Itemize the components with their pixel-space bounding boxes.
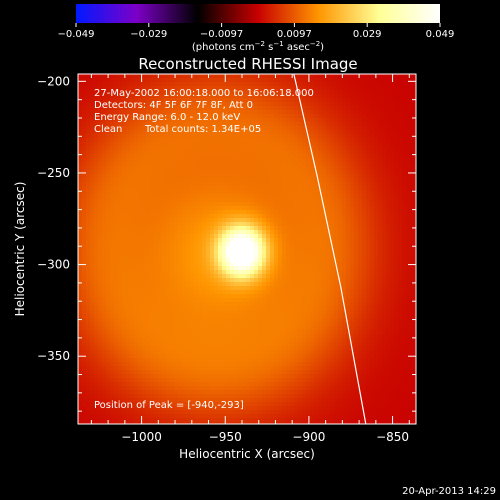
colorbar-tick-label: 0.049 bbox=[426, 29, 455, 40]
colorbar-tick-label: 0.0097 bbox=[277, 29, 312, 40]
solar-limb-curve bbox=[293, 74, 367, 424]
y-tick-label: −350 bbox=[37, 349, 70, 363]
x-tick-label: −850 bbox=[376, 430, 409, 444]
colorbar-tick-label: −0.029 bbox=[130, 29, 167, 40]
x-tick-label: −900 bbox=[292, 430, 325, 444]
annotation-time-range: 27-May-2002 16:00:18.000 to 16:06:18.000 bbox=[94, 88, 314, 99]
annotation-peak-position: Position of Peak = [-940,-293] bbox=[94, 400, 244, 411]
units-mid1: s bbox=[265, 42, 273, 53]
annotation-clean: Clean bbox=[94, 124, 122, 135]
x-tick-label: −950 bbox=[209, 430, 242, 444]
annotation-total-counts: Total counts: 1.34E+05 bbox=[144, 124, 261, 135]
x-axis-label: Heliocentric X (arcsec) bbox=[179, 447, 315, 461]
colorbar-tick-label: 0.029 bbox=[353, 29, 382, 40]
plot-frame bbox=[77, 73, 417, 425]
y-tick-label: −250 bbox=[37, 166, 70, 180]
annotation-detectors: Detectors: 4F 5F 6F 7F 8F, Att 0 bbox=[94, 100, 253, 111]
units-end: ) bbox=[320, 42, 324, 53]
heatmap-image bbox=[78, 74, 416, 424]
colorbar-ticks: −0.049 −0.029 −0.0097 0.0097 0.029 0.049 bbox=[57, 23, 454, 40]
units-mid2: asec bbox=[284, 42, 310, 53]
heatmap-container bbox=[78, 74, 416, 424]
annotation-energy-range: Energy Range: 6.0 - 12.0 keV bbox=[94, 112, 240, 123]
chart-title: Reconstructed RHESSI Image bbox=[138, 55, 357, 73]
units-base: (photons cm bbox=[192, 42, 255, 53]
x-tick-label: −1000 bbox=[121, 430, 162, 444]
units-sup2: −1 bbox=[273, 40, 283, 48]
colorbar-units-label: (photons cm−2 s−1 asec−2) bbox=[192, 40, 324, 53]
footer-timestamp: 20-Apr-2013 14:29 bbox=[402, 486, 496, 497]
axis-ticks: −1000 −950 −900 −850 −200 −250 −300 −350 bbox=[37, 74, 416, 444]
colorbar bbox=[76, 4, 440, 23]
units-sup1: −2 bbox=[255, 40, 265, 48]
colorbar-tick-label: −0.0097 bbox=[200, 29, 243, 40]
y-axis-label: Heliocentric Y (arcsec) bbox=[13, 182, 27, 317]
units-sup3: −2 bbox=[310, 40, 320, 48]
colorbar-tick-label: −0.049 bbox=[57, 29, 94, 40]
y-tick-label: −300 bbox=[37, 258, 70, 272]
y-tick-label: −200 bbox=[37, 74, 70, 88]
